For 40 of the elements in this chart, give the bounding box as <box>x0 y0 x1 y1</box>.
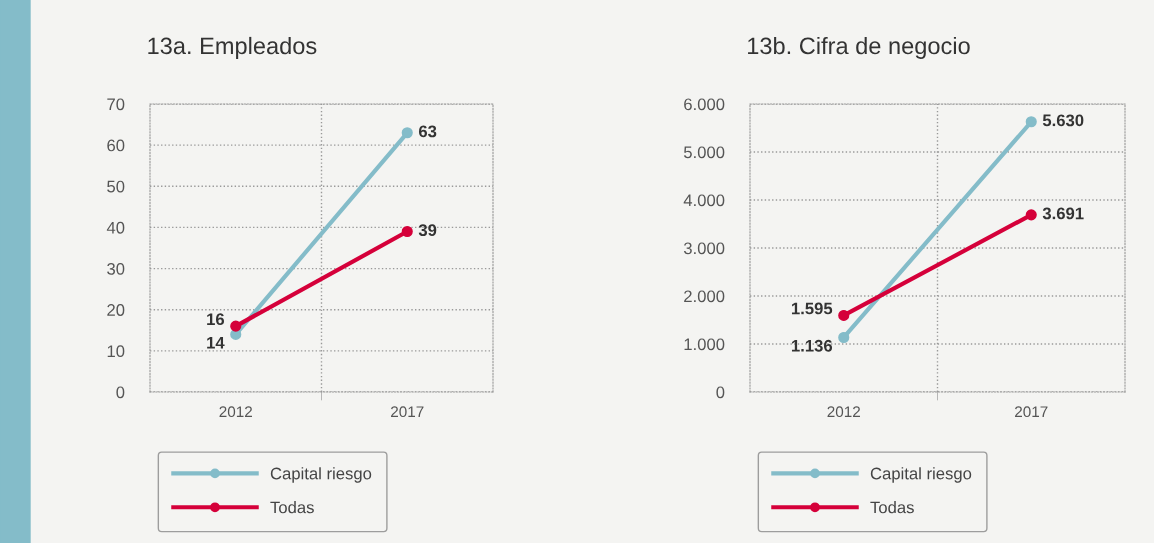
y-tick-label: 1.000 <box>684 338 725 351</box>
point <box>1025 209 1037 221</box>
y-tick-label: 6.000 <box>684 98 725 111</box>
legend-label: Todas <box>870 501 914 514</box>
y-tick-label: 5.000 <box>683 146 725 159</box>
data-label: 1.595 <box>791 302 833 315</box>
x-tick-label: 2012 <box>219 406 252 418</box>
point <box>401 127 413 139</box>
y-tick-label: 0 <box>116 386 125 399</box>
point <box>838 309 850 321</box>
y-tick-label: 50 <box>107 180 125 193</box>
data-label: 1.136 <box>791 339 833 352</box>
point <box>230 320 242 332</box>
legend-label: Capital riesgo <box>270 467 372 483</box>
y-tick-label: 40 <box>106 221 125 234</box>
legend-label: Capital riesgo <box>870 467 972 483</box>
y-tick-label: 20 <box>107 304 125 316</box>
y-tick-label: 0 <box>716 386 725 399</box>
y-tick-label: 70 <box>107 98 125 111</box>
y-tick-label: 2.000 <box>684 290 725 303</box>
y-tick-label: 60 <box>107 139 125 152</box>
x-tick-label: 2017 <box>391 406 424 418</box>
point <box>401 225 413 238</box>
chart-title: 13b. Cifra de negocio <box>748 36 970 59</box>
y-tick-label: 4.000 <box>683 194 725 207</box>
y-tick-label: 30 <box>107 262 125 275</box>
y-tick-label: 3.000 <box>683 242 725 255</box>
data-label: 14 <box>207 336 225 349</box>
point <box>838 331 850 344</box>
data-label: 5.630 <box>1042 114 1084 127</box>
chart-title: 13a. Empleados <box>148 36 317 59</box>
legend-label: Todas <box>270 501 314 514</box>
data-label: 3.691 <box>1042 207 1084 220</box>
x-tick-label: 2017 <box>1015 406 1048 418</box>
data-label: 16 <box>207 313 225 326</box>
y-tick-label: 10 <box>107 345 125 358</box>
x-tick-label: 2012 <box>827 406 860 418</box>
point <box>1025 116 1037 128</box>
data-label: 63 <box>418 125 437 138</box>
data-label: 39 <box>418 224 437 237</box>
